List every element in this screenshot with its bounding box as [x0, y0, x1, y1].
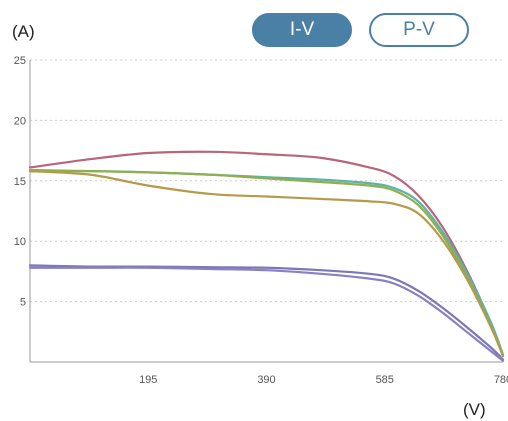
- y-tick-label: 15: [14, 176, 26, 188]
- series-line-6: [28, 266, 505, 362]
- x-tick-label: 780: [494, 374, 508, 386]
- y-tick-label: 25: [14, 55, 26, 67]
- tab-iv[interactable]: I-V: [252, 13, 352, 47]
- series-line-3: [28, 168, 505, 358]
- x-tick-label: 585: [376, 374, 394, 386]
- y-tick-label: 10: [14, 236, 26, 248]
- series-line-1: [28, 150, 505, 358]
- x-tick-label: 195: [139, 374, 157, 386]
- series-line-5: [28, 264, 505, 361]
- tick-labels: 5 10 15 20 25 195 390 585 780: [14, 55, 508, 386]
- x-tick-label: 390: [257, 374, 275, 386]
- series-line-2: [28, 169, 505, 356]
- x-axis-unit-label: (V): [463, 400, 486, 419]
- y-tick-label: 5: [20, 297, 26, 309]
- y-axis-unit-label: (A): [12, 22, 35, 41]
- series-line-4: [28, 170, 505, 358]
- tab-pv[interactable]: P-V: [369, 13, 469, 47]
- y-tick-label: 20: [14, 115, 26, 127]
- grid-lines: [30, 59, 503, 303]
- axes: [29, 60, 503, 363]
- series-lines: [28, 150, 505, 362]
